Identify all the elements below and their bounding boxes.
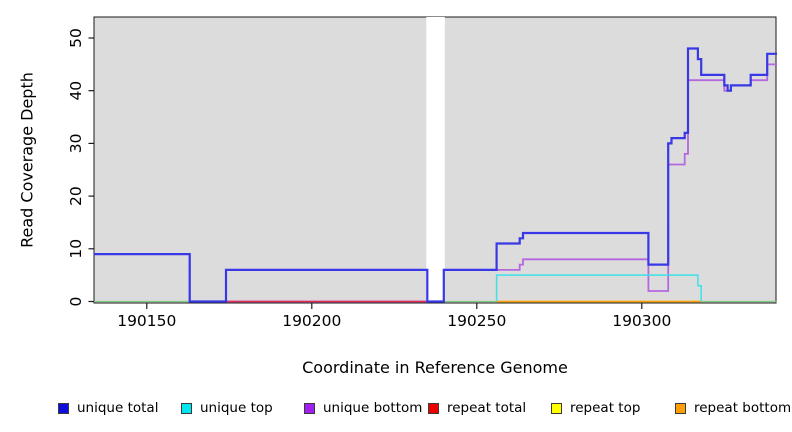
x-tick-label: 190150 <box>117 312 176 330</box>
coverage-gap-band <box>426 17 445 302</box>
y-tick-label: 50 <box>67 28 85 48</box>
x-axis-title: Coordinate in Reference Genome <box>302 358 568 377</box>
x-tick-label: 190300 <box>612 312 671 330</box>
y-tick-label: 10 <box>67 239 85 259</box>
series-unique-top <box>495 274 702 302</box>
y-axis-title: Read Coverage Depth <box>17 72 37 248</box>
series-unique-total <box>94 47 777 303</box>
y-tick-label: 40 <box>67 81 85 101</box>
y-tick-label: 20 <box>67 186 85 206</box>
y-tick-label: 0 <box>67 297 85 307</box>
series-layer <box>94 17 777 303</box>
x-tick-label: 190250 <box>447 312 506 330</box>
x-tick-label: 190200 <box>282 312 341 330</box>
y-tick-label: 30 <box>67 134 85 154</box>
